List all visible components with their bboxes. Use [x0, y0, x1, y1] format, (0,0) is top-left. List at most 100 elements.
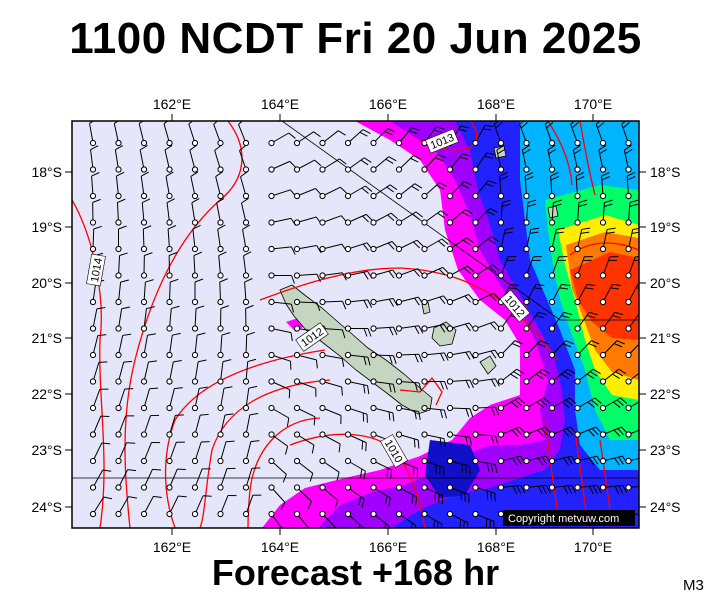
wind-barb [166, 359, 182, 385]
wind-barb [497, 256, 517, 279]
wind-barb [523, 484, 551, 495]
wind-barb [140, 387, 159, 412]
wind-barb [344, 270, 373, 280]
wind-barb [188, 121, 199, 147]
wind-barb [293, 457, 314, 482]
wind-barb [421, 431, 446, 448]
wind-barb [523, 172, 534, 200]
wind-barb [115, 415, 135, 438]
wind-barb [446, 237, 474, 253]
wind-barb [166, 278, 179, 306]
lon-label-top: 164°E [261, 96, 299, 112]
wind-barb [548, 340, 574, 359]
lon-label-top: 168°E [477, 96, 515, 112]
wind-barb [115, 333, 132, 359]
lon-label-top: 170°E [574, 96, 612, 112]
wind-barb [140, 279, 154, 306]
isobar-inner-5 [399, 376, 443, 406]
wind-barb [548, 283, 570, 306]
wind-barb [319, 404, 342, 425]
wind-barb [166, 387, 183, 412]
wind-barb [574, 484, 602, 495]
wind-barb [344, 484, 365, 508]
wind-barb [548, 484, 577, 495]
wind-barb [319, 378, 343, 396]
wind-barb [446, 431, 473, 446]
wind-barb [89, 361, 108, 385]
wind-barb [114, 145, 124, 173]
wind-barb [319, 272, 347, 281]
wind-barb [625, 368, 639, 385]
wind-barb [599, 426, 628, 438]
wind-barb [166, 441, 185, 465]
wind-barb [217, 494, 237, 518]
wind-barb [572, 144, 582, 173]
wind-barb [421, 295, 450, 306]
wind-barb [89, 172, 100, 200]
wind-barb [242, 440, 260, 465]
lat-label-right: 22°S [650, 386, 681, 402]
wind-barb [166, 332, 181, 359]
wind-barb [625, 426, 639, 438]
wind-barb [293, 351, 318, 369]
wind-barb [242, 304, 254, 332]
lat-label-right: 19°S [650, 219, 681, 235]
wind-barb [497, 227, 514, 253]
wind-barb [599, 256, 619, 279]
wind-barb [164, 144, 173, 173]
wind-barb [625, 340, 639, 359]
wind-barb [190, 171, 199, 200]
wind-barb [548, 256, 568, 279]
wind-barb [472, 484, 496, 502]
wind-barb [599, 172, 610, 200]
wind-barb [268, 378, 291, 399]
svg-text:1014: 1014 [89, 257, 105, 283]
wind-barb [344, 404, 368, 423]
wind-barb [89, 306, 106, 332]
wind-barb [293, 378, 317, 397]
wind-barb [523, 426, 552, 438]
wind-barb [547, 144, 557, 173]
wind-barb [140, 306, 155, 332]
copyright-badge: Copyright metvuw.com [503, 510, 635, 526]
wind-barb [191, 332, 206, 359]
wind-barb [574, 340, 600, 359]
wind-barb [370, 212, 398, 226]
wind-barb [421, 154, 447, 173]
wind-barb [268, 325, 293, 342]
wind-barb [319, 158, 347, 173]
isobar-east-2 [579, 121, 596, 196]
wind-barb [548, 397, 577, 412]
wind-barb [89, 415, 110, 438]
map-axes: 162°E 162°E 164°E 164°E 166°E 166°E 168°E 168°E… [31, 96, 680, 555]
wind-barb [421, 266, 450, 279]
wind-barb [523, 368, 550, 385]
wind-barb [497, 484, 526, 495]
wind-barb [344, 510, 364, 528]
lon-label-top: 162°E [153, 96, 191, 112]
wind-barb [548, 199, 562, 226]
wind-barb [625, 172, 636, 200]
wind-barb [497, 426, 526, 438]
wind-barb [446, 484, 470, 503]
wind-barb [217, 224, 226, 253]
wind-barbs [89, 121, 639, 528]
wind-barb [625, 199, 639, 226]
map-frame [71, 120, 640, 529]
wind-barb [293, 404, 316, 426]
wind-barb [421, 238, 449, 253]
wind-barb [293, 272, 321, 283]
wind-barb [268, 404, 290, 427]
wind-barb [293, 431, 315, 454]
wind-barb [446, 351, 475, 360]
wind-barb [446, 181, 472, 200]
wind-barb [599, 311, 624, 332]
lat-label-left: 19°S [31, 219, 62, 235]
wind-barb [217, 305, 230, 332]
wind-barb [242, 278, 253, 306]
lat-label-right: 24°S [650, 499, 681, 515]
wind-barb [319, 130, 346, 147]
rain-red-region [570, 252, 639, 340]
wind-barb [497, 368, 525, 385]
wind-barb [625, 227, 639, 253]
